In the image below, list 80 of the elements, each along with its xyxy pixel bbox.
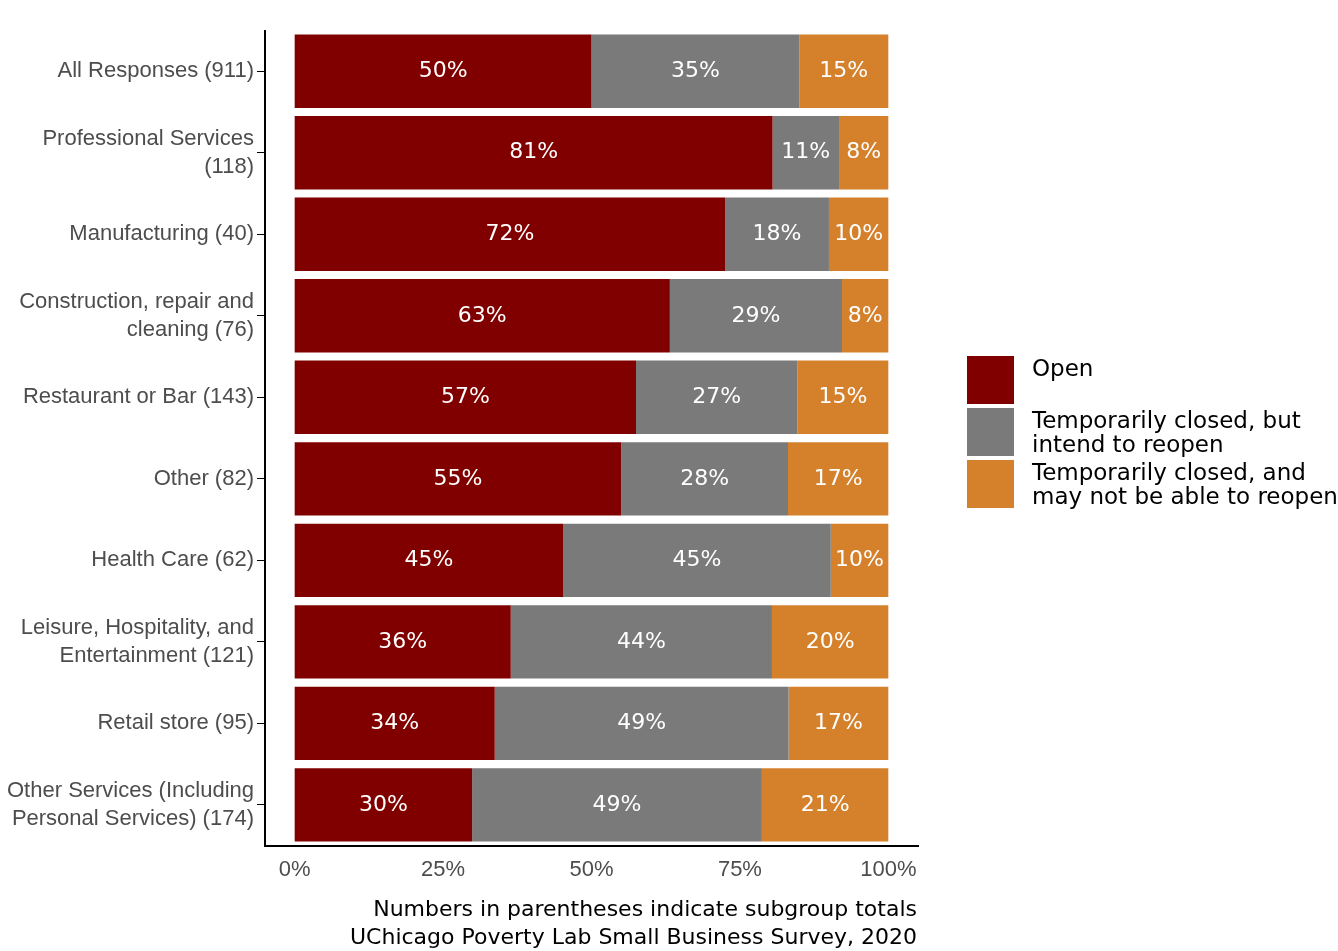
bar bbox=[771, 605, 889, 679]
data-label: 44% bbox=[616, 627, 666, 653]
data-label: 72% bbox=[485, 219, 535, 245]
data-label: 45% bbox=[404, 546, 454, 572]
legend-label: Temporarily closed, but intend to reopen bbox=[1032, 407, 1301, 457]
data-label: 34% bbox=[370, 709, 420, 735]
x-tick-label: 75% bbox=[717, 855, 762, 881]
data-label: 15% bbox=[819, 56, 869, 82]
bar bbox=[797, 360, 889, 434]
data-label: 18% bbox=[752, 219, 802, 245]
y-tick-label: Restaurant or Bar (143) bbox=[22, 383, 254, 409]
x-tick-label: 50% bbox=[569, 855, 614, 881]
bar bbox=[788, 686, 889, 761]
bar bbox=[799, 34, 889, 108]
bar bbox=[294, 197, 726, 271]
bar bbox=[669, 279, 843, 353]
data-label: 28% bbox=[680, 464, 730, 490]
bar bbox=[294, 523, 563, 597]
data-label: 20% bbox=[805, 627, 855, 653]
bar bbox=[294, 605, 511, 679]
data-label: 17% bbox=[814, 709, 863, 735]
bar bbox=[761, 768, 889, 842]
bar bbox=[725, 197, 829, 271]
data-label: 45% bbox=[672, 546, 722, 572]
data-label: 36% bbox=[378, 627, 428, 653]
x-tick-label: 100% bbox=[860, 855, 917, 881]
text: Numbers in parentheses indicate subgroup totals bbox=[372, 895, 917, 923]
bar bbox=[294, 116, 773, 190]
bar bbox=[494, 686, 789, 761]
bar bbox=[621, 442, 788, 516]
bar bbox=[294, 442, 622, 516]
bar bbox=[294, 279, 670, 353]
y-tick-label: All Responses (911) bbox=[57, 57, 254, 83]
y-tick-label: Manufacturing (40) bbox=[69, 220, 254, 246]
y-tick-label: Construction, repair and cleaning (76) bbox=[19, 288, 254, 341]
data-label: 27% bbox=[692, 383, 742, 409]
y-tick-label: Retail store (95) bbox=[97, 709, 254, 735]
bar bbox=[294, 686, 495, 761]
bar bbox=[842, 279, 889, 353]
data-label: 57% bbox=[440, 383, 490, 409]
legend-label: Temporarily closed, and may not be able to reopen bbox=[1032, 459, 1338, 509]
data-label: 29% bbox=[731, 301, 781, 327]
bar bbox=[828, 197, 889, 271]
bar bbox=[772, 116, 840, 190]
data-label: 81% bbox=[509, 138, 559, 164]
legend-label: Open bbox=[1032, 355, 1094, 381]
bar bbox=[636, 360, 798, 434]
data-label: 8% bbox=[846, 138, 882, 164]
y-tick-label: Health Care (62) bbox=[91, 546, 254, 572]
data-label: 55% bbox=[433, 464, 483, 490]
x-tick-label: 25% bbox=[421, 855, 466, 881]
y-tick-label: Other Services (Including Personal Services) (174) bbox=[7, 777, 254, 830]
y-tick-label: Professional Services (118) bbox=[42, 125, 254, 178]
y-tick-label: Other (82) bbox=[153, 464, 254, 490]
data-label: 10% bbox=[835, 546, 884, 572]
bar bbox=[830, 523, 889, 597]
data-label: 49% bbox=[617, 709, 667, 735]
data-label: 21% bbox=[800, 790, 850, 816]
bar bbox=[510, 605, 772, 679]
bar bbox=[839, 116, 889, 190]
data-label: 35% bbox=[670, 56, 720, 82]
data-label: 10% bbox=[834, 219, 884, 245]
data-label: 11% bbox=[781, 138, 831, 164]
bar bbox=[472, 768, 762, 842]
bar bbox=[294, 768, 473, 842]
data-label: 63% bbox=[457, 301, 507, 327]
data-label: 8% bbox=[847, 301, 883, 327]
bar bbox=[294, 34, 592, 108]
bar bbox=[591, 34, 800, 108]
y-tick-label: Leisure, Hospitality, and Entertainment (121) bbox=[20, 614, 254, 667]
data-label: 30% bbox=[358, 790, 408, 816]
data-label: 17% bbox=[813, 464, 863, 490]
bar bbox=[787, 442, 889, 516]
bar bbox=[294, 360, 637, 434]
data-label: 49% bbox=[592, 790, 642, 816]
text: UChicago Poverty Lab Small Business Survey, 2020 bbox=[350, 923, 917, 951]
bar bbox=[563, 523, 831, 597]
data-label: 15% bbox=[818, 383, 868, 409]
x-tick-label: 0% bbox=[278, 855, 311, 881]
data-label: 50% bbox=[418, 56, 468, 82]
